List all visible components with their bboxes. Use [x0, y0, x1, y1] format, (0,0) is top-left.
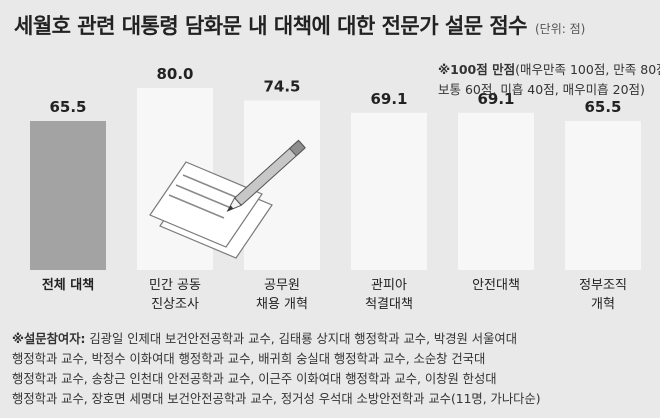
- value-label-1: 80.0: [156, 65, 193, 83]
- category-label-1-1: 진상조사: [151, 297, 199, 312]
- chart-title: 세월호 관련 대통령 담화문 내 대책에 대한 전문가 설문 점수: [14, 14, 527, 38]
- note-line2: 보통 60점, 미흡 40점, 매우미흡 20점): [438, 82, 645, 97]
- paper-front: [149, 161, 263, 248]
- scoring-note: ※100점 만점(매우만족 100점, 만족 80점, 보통 60점, 미흡 4…: [438, 60, 660, 100]
- bar-5: [565, 120, 641, 270]
- bar-4: [458, 112, 534, 270]
- category-label-0-0: 전체 대책: [42, 277, 94, 293]
- value-label-3: 69.1: [370, 90, 407, 108]
- bar-3: [351, 112, 427, 270]
- note-line1-bold: ※100점 만점: [438, 62, 516, 77]
- category-label-5-0: 정부조직: [579, 278, 627, 293]
- value-label-4: 69.1: [477, 90, 514, 108]
- category-label-2-0: 공무원: [264, 278, 300, 293]
- value-label-0: 65.5: [49, 98, 86, 116]
- footer-lead: ※설문참여자:: [12, 332, 86, 346]
- unit-label: (단위: 점): [534, 22, 586, 36]
- category-label-1-0: 민간 공동: [149, 278, 201, 293]
- category-label-3-1: 척결대책: [365, 297, 413, 312]
- category-label-5-1: 개혁: [591, 297, 615, 312]
- category-label-4-0: 안전대책: [472, 278, 520, 293]
- value-label-5: 65.5: [584, 98, 621, 116]
- footer-line-3: 행정학과 교수, 장호면 세명대 보건안전공학과 교수, 정거성 우석대 소방안…: [12, 392, 541, 406]
- bar-0: [30, 120, 106, 270]
- footer-line-0: 김광일 인제대 보건안전공학과 교수, 김태룡 상지대 행정학과 교수, 박경원…: [85, 332, 518, 346]
- document-pen-illustration: [149, 139, 306, 259]
- pen: [226, 139, 306, 213]
- footer-line-1: 행정학과 교수, 박정수 이화여대 행정학과 교수, 배귀희 숭실대 행정학과 …: [12, 352, 486, 366]
- note-line1-rest: (매우만족 100점, 만족 80점,: [515, 62, 660, 77]
- value-label-2: 74.5: [263, 78, 300, 96]
- participants-footer: ※설문참여자: 김광일 인제대 보건안전공학과 교수, 김태룡 상지대 행정학과…: [12, 329, 652, 409]
- category-label-2-1: 채용 개혁: [256, 297, 308, 312]
- category-label-3-0: 관피아: [371, 278, 407, 293]
- footer-line-2: 행정학과 교수, 송창근 인천대 안전공학과 교수, 이근주 이화여대 행정학과…: [12, 372, 497, 386]
